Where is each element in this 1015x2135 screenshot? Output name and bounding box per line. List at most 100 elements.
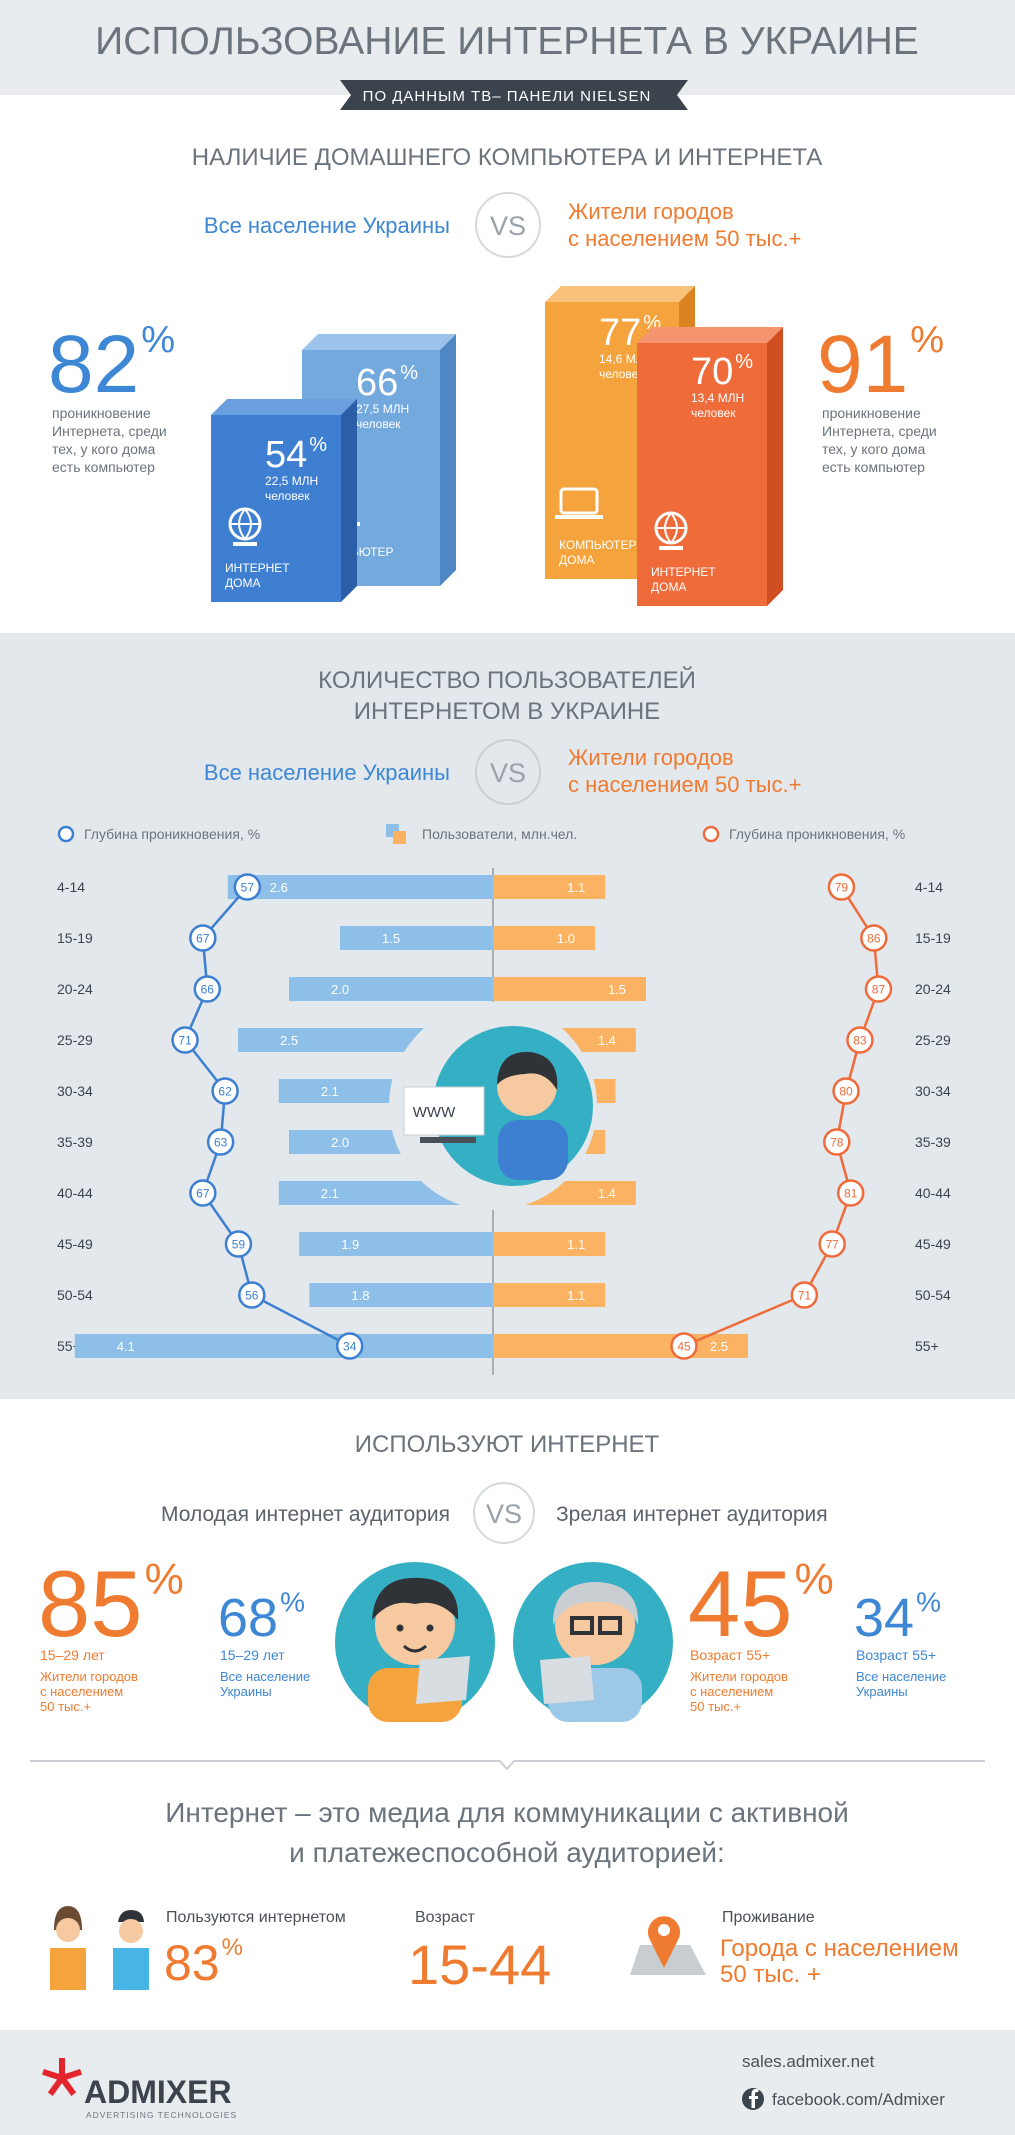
depth-label: 77 bbox=[825, 1238, 839, 1252]
audience-group: Украины bbox=[856, 1684, 908, 1699]
shape bbox=[552, 1582, 639, 1625]
row-label: 40-44 bbox=[915, 1185, 951, 1201]
depth-label: 79 bbox=[835, 881, 849, 895]
illustration-person bbox=[498, 1120, 568, 1180]
group-label: Все население Украины bbox=[204, 213, 450, 238]
group-label: Все население Украины bbox=[204, 760, 450, 785]
bar-label: 1.1 bbox=[567, 880, 585, 895]
summary-title: Интернет – это медиа для коммуникации с … bbox=[165, 1797, 849, 1828]
depth-marker bbox=[224, 1230, 253, 1258]
bar bbox=[493, 926, 595, 950]
bar-label: 1.1 bbox=[567, 1288, 585, 1303]
percent-sign: % bbox=[910, 319, 944, 361]
shape bbox=[647, 1916, 680, 1968]
audience-group: Жители городов bbox=[690, 1669, 788, 1684]
block-value: 70 bbox=[691, 351, 733, 393]
depth-marker bbox=[335, 1332, 364, 1360]
depth-label: 80 bbox=[839, 1085, 853, 1099]
block-front bbox=[637, 343, 767, 606]
shape bbox=[598, 1616, 622, 1635]
block-people: человек bbox=[599, 367, 644, 381]
bar-label: 1.1 bbox=[567, 1237, 585, 1252]
percent-sign: % bbox=[145, 1555, 184, 1604]
group-label: с населением 50 тыс.+ bbox=[568, 226, 801, 251]
block-top bbox=[637, 327, 783, 343]
shape bbox=[372, 1577, 459, 1620]
row-label: 35-39 bbox=[915, 1134, 951, 1150]
bar bbox=[289, 977, 493, 1001]
young-avatar bbox=[335, 1562, 495, 1722]
row-label: 4-14 bbox=[915, 879, 943, 895]
section-title: ИНТЕРНЕТОМ В УКРАИНЕ bbox=[354, 698, 660, 725]
depth-label: 83 bbox=[853, 1034, 867, 1048]
vs: VS bbox=[486, 1499, 522, 1529]
depth-label: 66 bbox=[201, 983, 215, 997]
brand: ADMIXER bbox=[84, 2074, 232, 2110]
section-title: НАЛИЧИЕ ДОМАШНЕГО КОМПЬЮТЕРА И ИНТЕРНЕТА bbox=[192, 144, 822, 171]
shape bbox=[555, 1585, 635, 1665]
illustration-monitor bbox=[403, 1086, 485, 1136]
ribbon bbox=[351, 80, 677, 110]
bar-label: 2.0 bbox=[331, 1135, 349, 1150]
block-label: ДОМА bbox=[225, 576, 260, 590]
audience-group: с населением bbox=[690, 1684, 773, 1699]
illustration: WWW bbox=[389, 1002, 597, 1210]
bar-label: 2.0 bbox=[331, 982, 349, 997]
icon bbox=[559, 487, 599, 515]
people-icon bbox=[50, 1906, 149, 1990]
section-title: КОЛИЧЕСТВО ПОЛЬЗОВАТЕЛЕЙ bbox=[318, 666, 696, 694]
penetration: 82 bbox=[48, 319, 139, 410]
legend-label: Глубина проникновения, % bbox=[729, 826, 905, 842]
group-label: Зрелая интернет аудитория bbox=[556, 1503, 828, 1526]
block-people: человек bbox=[356, 417, 401, 431]
icon bbox=[656, 512, 686, 545]
depth-marker bbox=[823, 1128, 851, 1156]
facebook-link[interactable]: facebook.com/Admixer bbox=[772, 2090, 945, 2109]
vs: VS bbox=[490, 211, 526, 241]
vs: VS bbox=[490, 758, 526, 788]
shape bbox=[47, 2076, 65, 2096]
depth-marker bbox=[238, 1281, 266, 1309]
block-front bbox=[211, 415, 341, 602]
bar-label: 1.5 bbox=[382, 931, 400, 946]
bar-label: 1.4 bbox=[598, 1186, 616, 1201]
shape bbox=[570, 1616, 594, 1635]
legend-label: Глубина проникновения, % bbox=[84, 826, 260, 842]
shape bbox=[375, 1585, 455, 1665]
shape bbox=[119, 1919, 143, 1943]
depth-label: 45 bbox=[677, 1340, 691, 1354]
bar-label: 1.8 bbox=[351, 1288, 369, 1303]
group-label: Жители городов bbox=[568, 199, 734, 224]
row-label: 4-14 bbox=[57, 879, 85, 895]
block-people: 13,4 МЛН bbox=[691, 391, 744, 405]
row-label: 30-34 bbox=[57, 1083, 93, 1099]
bar bbox=[493, 1232, 606, 1256]
depth-marker bbox=[864, 975, 893, 1003]
depth-marker bbox=[832, 1077, 860, 1105]
depth-marker bbox=[193, 975, 222, 1003]
bar-label: 1.9 bbox=[341, 1237, 359, 1252]
page-subtitle: ПО ДАННЫМ ТВ– ПАНЕЛИ NIELSEN bbox=[363, 88, 652, 105]
depth-label: 56 bbox=[245, 1289, 259, 1303]
site-link[interactable]: sales.admixer.net bbox=[742, 2052, 875, 2071]
shape bbox=[59, 2076, 77, 2096]
row-label: 15-19 bbox=[915, 930, 951, 946]
block-label: ДОМА bbox=[651, 580, 686, 594]
row-label: 15-19 bbox=[57, 930, 93, 946]
row-label: 25-29 bbox=[915, 1032, 951, 1048]
depth-label: 34 bbox=[343, 1340, 357, 1354]
description: есть компьютер bbox=[822, 459, 925, 475]
depth-label: 67 bbox=[196, 932, 210, 946]
illustration-person bbox=[497, 1051, 558, 1090]
audience-age: 15–29 лет bbox=[40, 1647, 105, 1663]
shape bbox=[118, 1910, 144, 1922]
block-value: 66 bbox=[356, 362, 398, 404]
header-band bbox=[0, 0, 1015, 95]
summary-label: Пользуются интернетом bbox=[166, 1909, 346, 1926]
group-label: с населением 50 тыс.+ bbox=[568, 772, 801, 797]
block-people: человек bbox=[265, 489, 310, 503]
legend-marker bbox=[393, 831, 406, 844]
block-label: ИНТЕРНЕТ bbox=[225, 561, 290, 575]
